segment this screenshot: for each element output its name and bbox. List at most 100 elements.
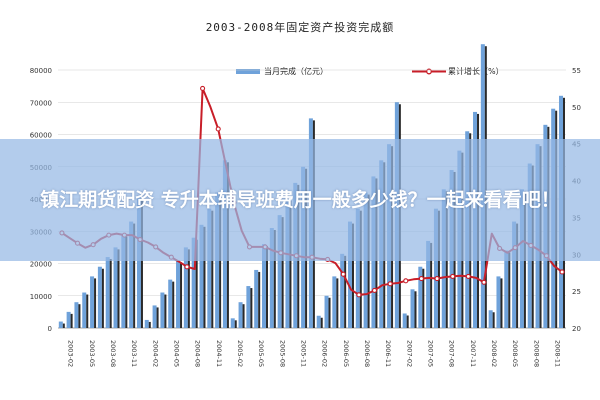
bar-shadow <box>156 307 159 328</box>
x-tick-label: 2008-08 <box>532 340 540 367</box>
right-tick-label: 20 <box>572 325 581 333</box>
bar-2004-09 <box>199 224 204 328</box>
bar-2006-04 <box>332 276 337 328</box>
x-tick-label: 2003-05 <box>88 340 96 367</box>
left-tick-label: 60000 <box>30 132 52 140</box>
bar-shadow <box>148 321 151 328</box>
x-tick-label: 2005-02 <box>236 340 244 367</box>
bar-shadow <box>94 278 97 328</box>
line-point <box>215 126 221 132</box>
x-tick-label: 2007-02 <box>405 340 413 367</box>
bar-2005-07 <box>269 228 274 328</box>
bar-shadow <box>187 249 190 328</box>
bar-shadow <box>211 210 214 328</box>
bar-shadow <box>78 304 81 328</box>
bar-shadow <box>437 210 440 328</box>
bar-2005-09 <box>285 199 290 328</box>
bar-shadow <box>414 291 417 328</box>
bar-2003-11 <box>129 221 134 328</box>
x-tick-label: 2003-11 <box>130 340 138 367</box>
left-tick-label: 20000 <box>30 261 52 269</box>
bar-2005-02 <box>230 318 235 328</box>
line-point <box>184 264 190 270</box>
x-tick-label: 2005-08 <box>278 340 286 367</box>
x-tick-label: 2006-02 <box>321 340 329 367</box>
bar-2005-05 <box>254 269 259 328</box>
bar-shadow <box>336 278 339 328</box>
x-tick-label: 2007-08 <box>448 340 456 367</box>
legend-bar-swatch <box>236 69 260 74</box>
bar-2006-03 <box>324 295 329 328</box>
bar-shadow <box>406 315 409 328</box>
bar-shadow <box>203 226 206 328</box>
bar-shadow <box>125 236 128 328</box>
bar-2004-02 <box>144 319 149 328</box>
x-tick-label: 2003-08 <box>109 340 117 367</box>
bar-2003-04 <box>74 302 79 328</box>
x-tick-label: 2004-05 <box>172 340 180 367</box>
bar-2007-04 <box>418 266 423 328</box>
bar-2004-08 <box>191 237 196 328</box>
bar-2007-06 <box>433 208 438 328</box>
line-point <box>465 273 471 279</box>
bar-2003-03 <box>66 311 71 328</box>
bar-shadow <box>109 259 112 328</box>
bar-2004-07 <box>183 247 188 328</box>
bar-shadow <box>234 320 237 328</box>
bar-shadow <box>266 246 269 328</box>
bar-shadow <box>258 271 261 328</box>
bar-shadow <box>422 268 425 328</box>
bar-shadow <box>492 312 495 328</box>
bar-shadow <box>281 217 284 328</box>
line-point <box>340 271 346 277</box>
left-tick-label: 0 <box>48 325 52 333</box>
bar-shadow <box>133 223 136 328</box>
bar-shadow <box>180 262 183 328</box>
line-point <box>371 287 378 293</box>
legend-line-marker <box>426 68 432 75</box>
line-point <box>450 273 456 279</box>
bar-2004-05 <box>168 279 173 328</box>
bar-shadow <box>219 194 222 328</box>
bar-2007-03 <box>410 289 415 328</box>
legend-bar-label: 当月完成（亿元） <box>264 66 328 76</box>
x-tick-label: 2006-08 <box>363 340 371 367</box>
x-axis: 2003-02 2003-05 2003-08 2003-11 2004-02 2004-… <box>67 340 562 367</box>
x-tick-label: 2005-11 <box>299 340 307 367</box>
bar-2003-10 <box>121 234 126 328</box>
bar-2007-02 <box>402 313 407 328</box>
bar-shadow <box>328 297 331 328</box>
bar-2008-02 <box>488 310 493 328</box>
left-tick-label: 10000 <box>30 293 52 301</box>
x-tick-label: 2006-11 <box>384 340 392 367</box>
bar-2005-08 <box>277 215 282 328</box>
bar-shadow <box>367 194 370 328</box>
x-tick-label: 2004-08 <box>194 340 202 367</box>
watermark-banner: 镇江期货配资 专升本辅导班费用一般多少钱？一起来看看吧！ <box>0 139 600 261</box>
bar-2003-09 <box>113 247 118 328</box>
watermark-text: 镇江期货配资 专升本辅导班费用一般多少钱？一起来看看吧！ <box>40 189 560 211</box>
bar-2003-07 <box>97 266 102 328</box>
bar-2004-10 <box>207 208 212 328</box>
bar-2006-02 <box>316 315 321 328</box>
bar-2008-04 <box>504 250 509 328</box>
x-tick-label: 2008-11 <box>553 340 561 367</box>
bar-2003-05 <box>82 292 87 328</box>
x-tick-label: 2008-05 <box>511 340 519 367</box>
x-tick-label: 2005-05 <box>257 340 265 367</box>
bar-2005-04 <box>246 286 251 328</box>
bar-2005-06 <box>262 244 267 328</box>
bar-shadow <box>70 313 73 328</box>
right-tick-label: 25 <box>572 288 581 296</box>
x-tick-label: 2007-05 <box>426 340 434 367</box>
bar-2006-05 <box>340 253 345 328</box>
bar-2004-03 <box>152 305 157 328</box>
bar-2003-02 <box>58 321 63 328</box>
bar-shadow <box>273 230 276 328</box>
bar-shadow <box>195 239 198 328</box>
x-tick-label: 2004-02 <box>151 340 159 367</box>
bar-shadow <box>86 294 89 328</box>
bar-2003-12 <box>136 195 141 328</box>
left-tick-label: 70000 <box>30 99 52 107</box>
line-point <box>356 292 362 298</box>
